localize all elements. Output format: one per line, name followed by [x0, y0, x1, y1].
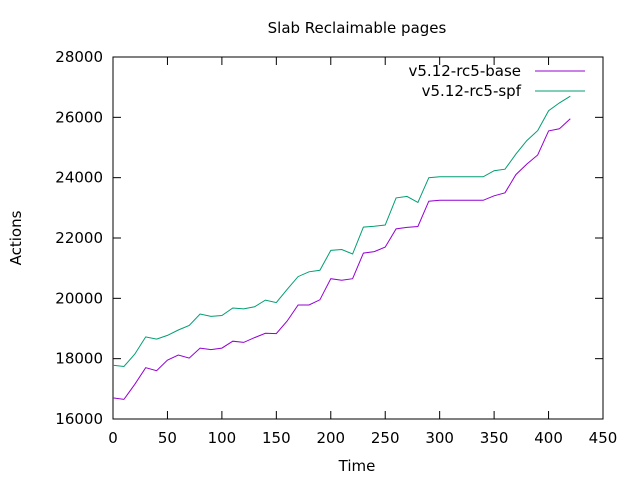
x-tick-label: 250: [371, 429, 400, 447]
y-tick-label: 20000: [55, 289, 103, 307]
y-tick-label: 22000: [55, 229, 103, 247]
y-tick-label: 24000: [55, 169, 103, 187]
series-line-v5.12-rc5-base: [112, 118, 571, 400]
chart-title: Slab Reclaimable pages: [268, 19, 447, 37]
y-tick-label: 26000: [55, 108, 103, 126]
x-tick-label: 100: [208, 429, 237, 447]
x-tick-label: 0: [108, 429, 118, 447]
y-tick-label: 28000: [55, 48, 103, 66]
x-tick-label: 400: [534, 429, 563, 447]
x-tick-label: 200: [316, 429, 345, 447]
legend: v5.12-rc5-base v5.12-rc5-spf: [409, 62, 585, 100]
x-tick-label: 50: [158, 429, 177, 447]
y-tick-label: 16000: [55, 410, 103, 428]
x-tick-label: 300: [425, 429, 454, 447]
plot-frame: [112, 56, 604, 420]
x-axis-label: Time: [338, 457, 376, 475]
series-line-v5.12-rc5-spf: [112, 95, 571, 368]
plot-area: 0 50 100 150 200 250 300 350 400 450 16000 18000 200…: [55, 48, 617, 447]
x-tick-label: 450: [589, 429, 618, 447]
x-tick-label: 350: [480, 429, 509, 447]
y-tick-label: 18000: [55, 350, 103, 368]
legend-label: v5.12-rc5-base: [409, 62, 522, 80]
legend-label: v5.12-rc5-spf: [422, 82, 522, 100]
x-tick-label: 150: [262, 429, 291, 447]
y-axis-label: Actions: [7, 210, 25, 265]
